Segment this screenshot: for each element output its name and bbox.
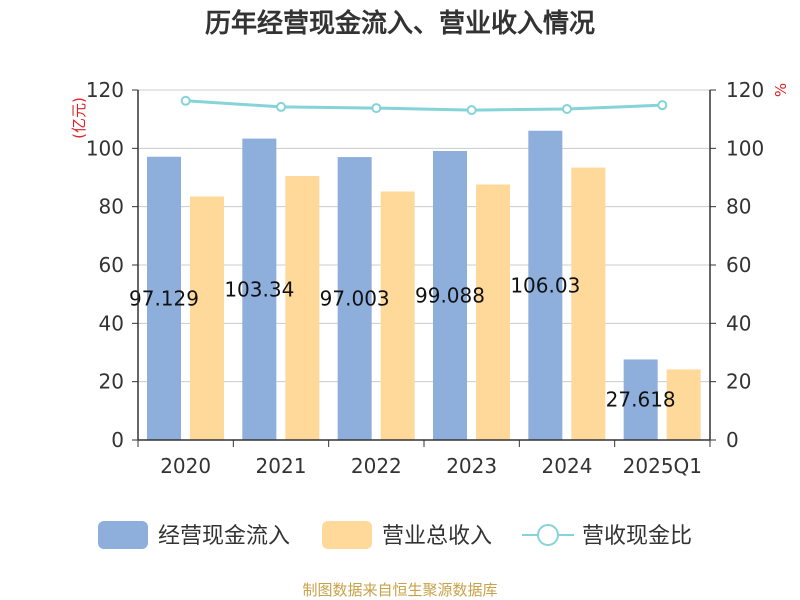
gridlines: [138, 89, 710, 441]
right-tick-label: 20: [726, 370, 751, 394]
chart-title: 历年经营现金流入、营业收入情况: [205, 8, 595, 39]
source-note: 制图数据来自恒生聚源数据库: [302, 581, 497, 599]
left-tick-label: 100: [86, 136, 124, 160]
bar-cash-inflow: [623, 359, 658, 440]
right-tick-label: 100: [726, 136, 764, 160]
bar-value-label: 99.088: [415, 284, 485, 308]
ratio-point: [466, 105, 477, 116]
left-tick-label: 40: [99, 311, 124, 335]
left-tick-label: 120: [86, 78, 124, 102]
x-tick-label: 2024: [542, 454, 593, 478]
ratio-point: [276, 101, 286, 112]
bar-value-label: 27.618: [606, 388, 676, 412]
bar-revenue: [666, 369, 701, 440]
bars: [147, 130, 701, 441]
bar-cash-inflow: [528, 130, 563, 440]
legend-label: 营业总收入: [382, 524, 492, 549]
bar-revenue: [190, 196, 224, 440]
right-axis-unit: %: [772, 83, 790, 97]
bar-revenue: [380, 191, 415, 440]
legend-marker: [537, 524, 559, 546]
x-tick-label: 2022: [351, 454, 402, 478]
legend: 经营现金流入 营业总收入 营收现金比: [98, 521, 692, 549]
ratio-point: [371, 103, 382, 114]
bar-value-label: 97.129: [129, 286, 199, 310]
left-tick-label: 20: [99, 370, 124, 394]
ratio-line-path: [185, 99, 663, 112]
left-tick-label: 80: [99, 195, 124, 219]
bar-revenue: [571, 167, 606, 441]
right-tick-label: 60: [726, 253, 751, 277]
left-tick-label: 0: [111, 428, 124, 452]
axes: 0 20 40 60 80 100 120 0 20 40 60 80 100 120 2020 2021 20…: [86, 78, 764, 478]
bar-value-label: 97.003: [320, 287, 390, 311]
right-tick-label: 120: [726, 78, 764, 102]
legend-swatch: [322, 521, 372, 549]
bar-cash-inflow: [337, 157, 372, 441]
legend-swatch: [98, 521, 148, 549]
legend-label: 经营现金流入: [158, 524, 290, 549]
left-tick-label: 60: [99, 253, 124, 277]
right-tick-label: 0: [726, 428, 739, 452]
bar-value-label: 103.34: [224, 277, 294, 301]
bar-revenue: [476, 184, 510, 440]
bar-cash-inflow: [433, 151, 467, 440]
bar-cash-inflow: [147, 156, 181, 440]
x-tick-label: 2025Q1: [623, 454, 702, 478]
legend-label: 营收现金比: [582, 524, 692, 549]
bar-value-label: 106.03: [510, 273, 580, 297]
x-tick-label: 2023: [446, 454, 497, 478]
x-tick-label: 2021: [256, 454, 307, 478]
bar-cash-inflow: [242, 138, 277, 440]
bar-revenue: [285, 176, 320, 440]
ratio-point: [657, 100, 668, 111]
bar-labels: 97.129 103.34 97.003 99.088 106.03 27.618: [129, 273, 676, 411]
right-tick-label: 40: [726, 311, 751, 335]
ratio-point: [180, 95, 191, 106]
right-tick-label: 80: [726, 195, 751, 219]
x-tick-label: 2020: [160, 454, 211, 478]
ratio-point: [562, 103, 572, 114]
ratio-line: [180, 95, 668, 116]
left-axis-unit: (亿元): [70, 97, 88, 139]
